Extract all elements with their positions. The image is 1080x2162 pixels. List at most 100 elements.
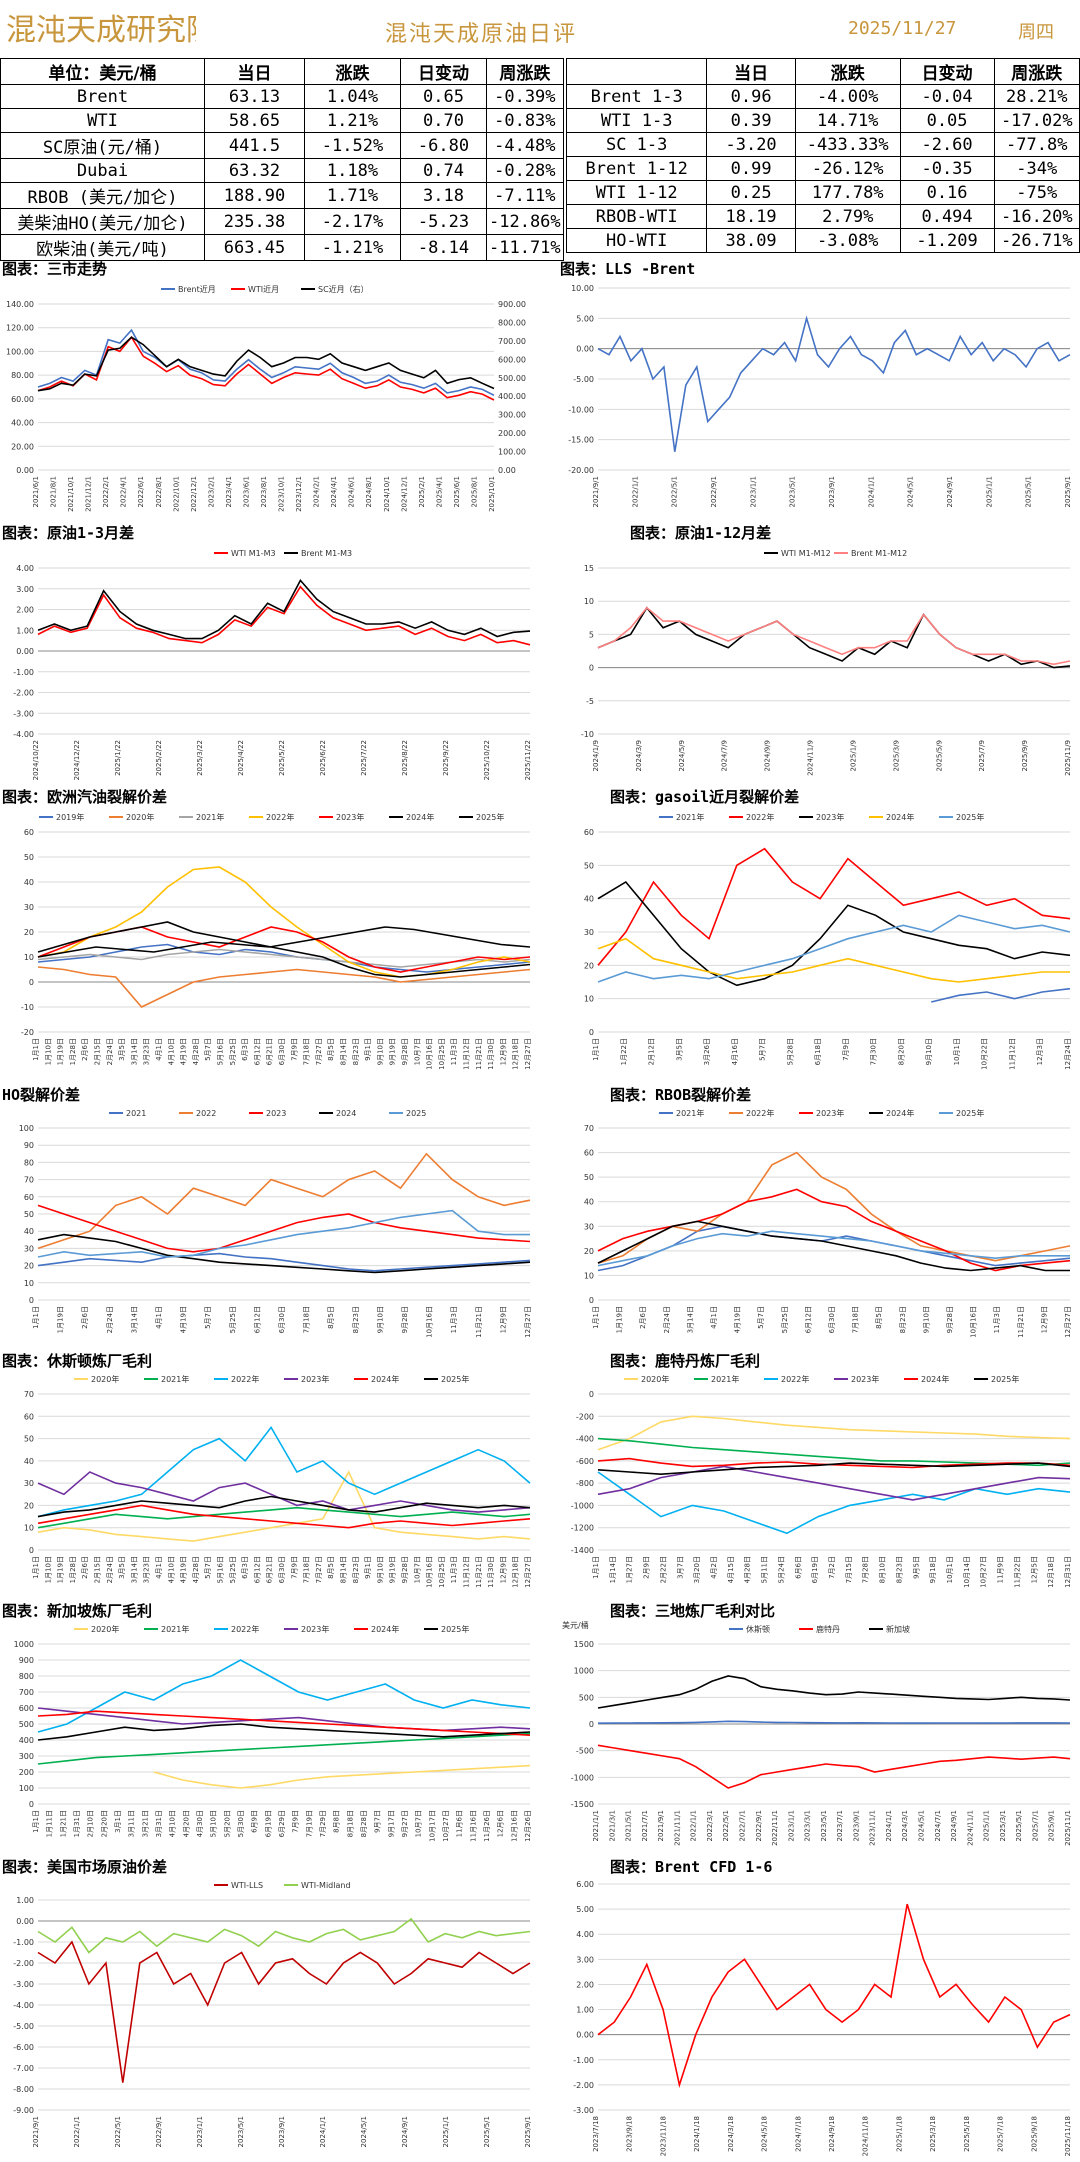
x-tick-label: 2月22日 <box>659 1556 667 1583</box>
x-tick-label: 10月1日 <box>953 1038 961 1065</box>
chart-houston: 0 10 20 30 40 50 60 70 1月1日 1月10日 1月19日 1月28日 2月6日 2月… <box>0 1368 540 1598</box>
chart-ho: 0 10 20 30 40 50 60 70 80 90 100 1月1日 1月19日 2月6日 2月24日… <box>0 1102 540 1348</box>
x-tick-label: 7月30日 <box>870 1038 878 1065</box>
y-tick-label: 30 <box>584 1222 594 1231</box>
x-tick-label: 8月8日 <box>333 1810 341 1833</box>
x-tick-label: 9月28日 <box>401 1306 409 1333</box>
chart-svg: 0 10 20 30 40 50 60 70 1月1日 1月10日 1月19日 1月28日 2月6日 2月… <box>24 1374 532 1588</box>
x-tick-label: 11月21日 <box>475 1038 483 1070</box>
x-tick-label: 6月3日 <box>241 1556 249 1579</box>
x-tick-label: 2025/1/1 <box>985 476 993 507</box>
x-tick-label: 4月19日 <box>180 1306 188 1333</box>
chart-lls-brent: -20.00 -15.00 -10.00 -5.00 0.00 5.00 10.00 2021… <box>560 278 1080 518</box>
x-tick-label: 1月10日 <box>44 1556 52 1583</box>
chart-svg: 0 10 20 30 40 50 60 1月1日 1月22日 2月12日 3月5日 3月26日 4月16… <box>584 812 1072 1070</box>
y-tick-label: 0.00 <box>16 1917 34 1926</box>
legend-label: 2022年 <box>231 1624 259 1634</box>
table-cell: WTI 1-12 <box>565 180 708 205</box>
series-line <box>597 1230 1070 1267</box>
x-tick-label: 2024/9/1 <box>946 476 954 507</box>
x-tick-label: 1月1日 <box>32 1556 40 1579</box>
table-row: WTI 1-12 0.25 177.78% 0.16 -75% <box>565 180 1080 205</box>
table-cell: 235.38 <box>204 208 305 235</box>
y-tick-label: -6.00 <box>13 2043 34 2052</box>
x-tick-label: 6月12日 <box>253 1038 261 1065</box>
x-tick-label: 12月9日 <box>499 1306 507 1333</box>
x-tick-label: 9月17日 <box>387 1810 395 1837</box>
table-cell: 177.78% <box>794 180 901 205</box>
x-tick-label: 1月19日 <box>57 1038 65 1065</box>
table-cell: -8.14 <box>400 234 487 261</box>
chart-svg: -4.00 -3.00 -2.00 -1.00 0.00 1.00 2.00 3.00 4.00… <box>13 549 532 780</box>
x-tick-label: 12月26日 <box>524 1810 532 1842</box>
chart-brent-cfd: -3.00 -2.00 -1.00 0.00 1.00 2.00 3.00 4.00 5.00 6… <box>560 1874 1080 2158</box>
logo-text: 混沌天成研究院 <box>6 13 196 48</box>
x-tick-label: 2024/9/1 <box>401 2116 409 2147</box>
y-tick-label-right: 200.00 <box>498 429 526 438</box>
y-tick-label: 900 <box>19 1656 34 1665</box>
x-tick-label: 8月5日 <box>327 1556 335 1579</box>
x-tick-label: 4月19日 <box>180 1556 188 1583</box>
x-tick-label: 2月6日 <box>81 1556 89 1579</box>
table-cell: Brent 1-12 <box>565 156 708 181</box>
x-tick-label: 2月15日 <box>94 1556 102 1583</box>
legend-label: 新加坡 <box>886 1624 910 1634</box>
x-tick-label: 2025/8/22 <box>401 740 409 776</box>
y-tick-label-right: 0.00 <box>498 466 516 475</box>
x-tick-label: 2024/5/1 <box>907 476 915 507</box>
table-header-cell: 周涨跌 <box>993 58 1080 85</box>
table-cell: HO-WTI <box>565 228 708 253</box>
y-tick-label: 0.00 <box>576 2031 594 2040</box>
x-tick-label: 2025/3/9 <box>892 740 900 771</box>
x-tick-label: 6月9日 <box>251 1810 259 1833</box>
x-tick-label: 1月1日 <box>32 1810 40 1833</box>
x-tick-label: 2025/4/1 <box>435 476 443 507</box>
x-tick-label: 9月27日 <box>401 1810 409 1837</box>
table-cell: 欧柴油(美元/吨) <box>0 234 205 261</box>
chart-svg: -20 -10 0 10 20 30 40 50 60 1月1日 1月10日 1月19日 1月28日 2月… <box>21 812 532 1070</box>
legend-label: 2020年 <box>126 812 154 822</box>
y-tick-label: 6.00 <box>576 1880 594 1889</box>
series-line <box>37 1471 531 1513</box>
x-tick-label: 11月3日 <box>450 1306 458 1333</box>
x-tick-label: 5月25日 <box>229 1038 237 1065</box>
y-tick-label: 120.00 <box>6 324 34 333</box>
x-tick-label: 2025/9/22 <box>442 740 450 776</box>
x-tick-label: 10月16日 <box>426 1306 434 1338</box>
x-tick-label: 2025/9/1 <box>1048 1810 1056 1841</box>
x-tick-label: 1月31日 <box>73 1810 81 1837</box>
table-cell: -26.71% <box>993 228 1080 253</box>
table-cell: -0.83% <box>486 108 564 133</box>
x-tick-label: 12月9日 <box>1040 1306 1048 1333</box>
x-tick-label: 6月12日 <box>804 1306 812 1333</box>
x-tick-label: 2025/7/9 <box>978 740 986 771</box>
x-tick-label: 10月25日 <box>438 1038 446 1070</box>
x-tick-label: 6月30日 <box>278 1556 286 1583</box>
x-tick-label: 2025/11/1 <box>1064 1810 1072 1846</box>
y-tick-label: 0 <box>29 1296 34 1305</box>
table-header-cell: 当日 <box>706 58 796 85</box>
x-tick-label: 9月19日 <box>389 1556 397 1583</box>
section-title-houston: 图表：休斯顿炼厂毛利 <box>2 1352 153 1370</box>
x-tick-label: 2022/1/1 <box>690 1810 698 1841</box>
x-tick-label: 12月6日 <box>497 1810 505 1837</box>
y-tick-label: 60 <box>24 828 34 837</box>
legend-label: WTI M1-M12 <box>781 549 831 558</box>
x-tick-label: 2024/9/18 <box>828 2116 836 2152</box>
x-tick-label: 2025/5/9 <box>935 740 943 771</box>
y-tick-label: -20 <box>21 1028 34 1037</box>
x-tick-label: 2月24日 <box>663 1306 671 1333</box>
y-tick-label: 0 <box>589 664 594 673</box>
x-tick-label: 11月21日 <box>475 1556 483 1588</box>
x-tick-label: 2024/5/1 <box>360 2116 368 2147</box>
chart-svg: -1500 -1000 -500 0 500 1000 1500 2021/1/1 2021/3… <box>562 1620 1072 1846</box>
x-tick-label: 7月19日 <box>305 1810 313 1837</box>
x-tick-label: 2021/6/1 <box>32 476 40 507</box>
x-tick-label: 1月1日 <box>32 1306 40 1329</box>
chart-1-12-spread: -10 -5 0 5 10 15 2024/1/9 2024/3/9 2024/5/9 2024/… <box>560 542 1080 782</box>
x-tick-label: 1月14日 <box>609 1556 617 1583</box>
x-tick-label: 2025/7/22 <box>360 740 368 776</box>
x-tick-label: 11月21日 <box>475 1306 483 1338</box>
x-tick-label: 2021/10/1 <box>67 476 75 512</box>
y-tick-label: -7.00 <box>13 2064 34 2073</box>
